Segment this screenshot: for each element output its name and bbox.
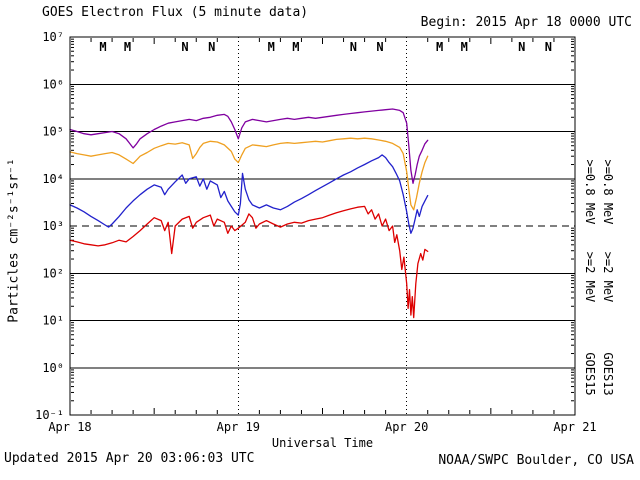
satellite-marker-N: N <box>376 40 383 54</box>
legend-label-goes15-e08: >=0.8 MeV <box>583 159 597 224</box>
x-tick-label: Apr 21 <box>553 420 596 434</box>
satellite-marker-N: N <box>518 40 525 54</box>
satellite-marker-M: M <box>99 40 106 54</box>
legend-label-goes15-e2: >=2 MeV <box>583 252 597 303</box>
satellite-marker-N: N <box>545 40 552 54</box>
chart-title: GOES Electron Flux (5 minute data) <box>42 5 309 20</box>
updated-timestamp: Updated 2015 Apr 20 03:06:03 UTC <box>4 451 255 466</box>
satellite-marker-M: M <box>124 40 131 54</box>
y-tick-label: 10⁵ <box>42 125 64 139</box>
legend-label-goes13-e08: >=0.8 MeV <box>601 159 615 224</box>
x-tick-label: Apr 20 <box>385 420 428 434</box>
x-tick-label: Apr 18 <box>48 420 91 434</box>
series-line-goes15-e08 <box>69 108 429 184</box>
legend-satellite-goes13: GOES13 <box>601 352 615 395</box>
y-tick-label: 10³ <box>42 219 64 233</box>
y-tick-label: 10⁶ <box>42 77 64 91</box>
y-tick-label: 10⁻¹ <box>35 408 64 422</box>
legend-label-goes13-e2: >=2 MeV <box>601 252 615 303</box>
satellite-marker-M: M <box>292 40 299 54</box>
satellite-marker-N: N <box>350 40 357 54</box>
x-tick-label: Apr 19 <box>217 420 260 434</box>
y-tick-label: 10⁷ <box>42 30 64 44</box>
legend-satellite-goes15: GOES15 <box>583 352 597 395</box>
y-tick-label: 10² <box>42 266 64 280</box>
satellite-marker-M: M <box>436 40 443 54</box>
satellite-marker-M: M <box>461 40 468 54</box>
begin-timestamp: Begin: 2015 Apr 18 0000 UTC <box>420 15 632 30</box>
plot-frame <box>69 36 576 416</box>
satellite-marker-N: N <box>181 40 188 54</box>
y-tick-label: 10¹ <box>42 314 64 328</box>
x-axis-label: Universal Time <box>272 436 373 450</box>
series-line-goes13-e08 <box>69 137 429 211</box>
y-tick-label: 10⁰ <box>42 361 64 375</box>
satellite-marker-M: M <box>268 40 275 54</box>
credit-text: NOAA/SWPC Boulder, CO USA <box>438 453 634 468</box>
series-line-goes15-e2 <box>69 154 429 234</box>
series-line-goes13-e2 <box>69 205 429 319</box>
satellite-marker-N: N <box>208 40 215 54</box>
y-tick-label: 10⁴ <box>42 172 64 186</box>
